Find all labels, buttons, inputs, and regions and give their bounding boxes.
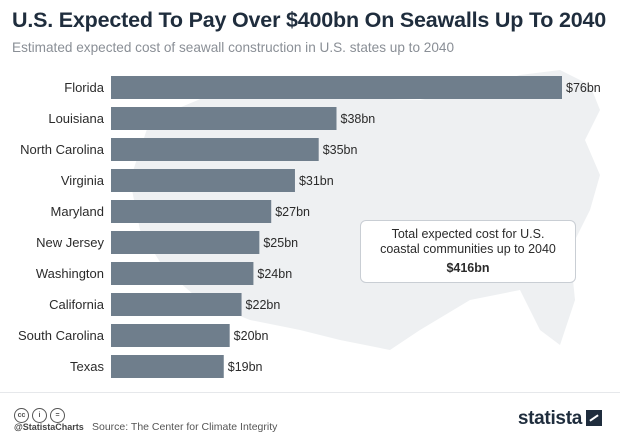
cc-icon: cc <box>14 408 29 423</box>
chart-subtitle: Estimated expected cost of seawall const… <box>12 40 455 55</box>
bar <box>111 76 562 99</box>
value-label: $31bn <box>299 174 334 188</box>
chart-title: U.S. Expected To Pay Over $400bn On Seaw… <box>12 8 607 32</box>
category-label: South Carolina <box>18 328 105 343</box>
bar <box>111 355 224 378</box>
license-icons: cc i = <box>14 404 68 423</box>
bars-group: Florida $76bn Louisiana $38bn North Carolina… <box>18 76 601 378</box>
bar-chart: Florida $76bn Louisiana $38bn North Carolina… <box>18 70 601 378</box>
category-label: North Carolina <box>20 142 105 157</box>
value-label: $35bn <box>323 143 358 157</box>
bar <box>111 262 254 285</box>
nd-icon: = <box>50 408 65 423</box>
bar <box>111 293 242 316</box>
category-label: Maryland <box>51 204 104 219</box>
bar <box>111 169 295 192</box>
category-label: Texas <box>70 359 104 374</box>
value-label: $27bn <box>275 205 310 219</box>
twitter-handle[interactable]: @StatistaCharts <box>14 422 84 432</box>
bar <box>111 200 272 223</box>
value-label: $22bn <box>246 298 281 312</box>
statista-logo[interactable]: statista <box>518 408 602 430</box>
footer-divider <box>0 392 620 393</box>
statista-logo-text: statista <box>517 408 582 429</box>
category-label: New Jersey <box>36 235 104 250</box>
total-cost-text: Total expected cost for U.S. coastal com… <box>380 227 556 256</box>
statista-logo-icon <box>586 410 602 426</box>
category-label: Virginia <box>61 173 105 188</box>
value-label: $25bn <box>263 236 298 250</box>
value-label: $76bn <box>566 81 601 95</box>
value-label: $24bn <box>257 267 292 281</box>
total-cost-annotation: Total expected cost for U.S. coastal com… <box>360 220 576 283</box>
bar <box>111 107 337 130</box>
bar <box>111 231 260 254</box>
category-label: California <box>49 297 105 312</box>
total-cost-value: $416bn <box>446 261 490 275</box>
bar <box>111 138 319 161</box>
value-label: $20bn <box>234 329 269 343</box>
source-note: Source: The Center for Climate Integrity <box>92 421 278 433</box>
category-label: Louisiana <box>48 111 104 126</box>
category-label: Washington <box>36 266 104 281</box>
bar <box>111 324 230 347</box>
by-icon: i <box>32 408 47 423</box>
category-label: Florida <box>64 80 105 95</box>
value-label: $19bn <box>228 360 263 374</box>
value-label: $38bn <box>341 112 376 126</box>
